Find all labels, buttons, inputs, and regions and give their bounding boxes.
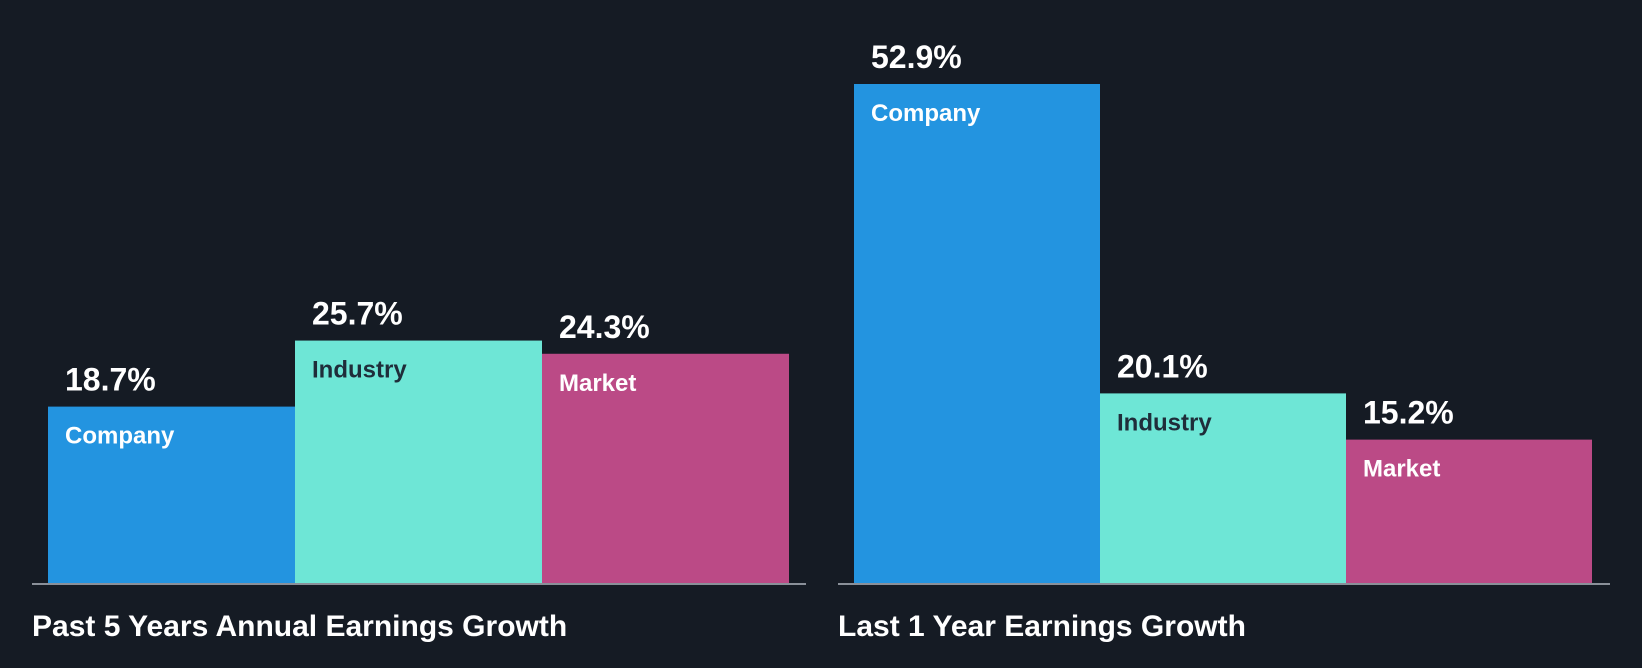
category-label-last-1-year-industry: Industry (1117, 409, 1212, 436)
value-label-past-5-years-market: 24.3% (559, 309, 650, 345)
bar-last-1-year-market (1346, 439, 1592, 583)
bars-last-1-year: 52.9% Company 20.1% Industry 15.2% Market (854, 39, 1592, 583)
category-label-last-1-year-company: Company (871, 100, 981, 127)
category-label-past-5-years-company: Company (65, 423, 175, 450)
bar-last-1-year-company (854, 84, 1100, 583)
value-label-last-1-year-market: 15.2% (1363, 395, 1454, 431)
bar-past-5-years-market (542, 353, 789, 583)
value-label-past-5-years-industry: 25.7% (312, 296, 403, 332)
bars-past-5-years: 18.7% Company 25.7% Industry 24.3% Market (48, 296, 789, 583)
category-label-past-5-years-market: Market (559, 370, 636, 397)
panel-past-5-years: 18.7% Company 25.7% Industry 24.3% Market Pas… (32, 296, 806, 643)
chart-title-last-1-year: Last 1 Year Earnings Growth (838, 610, 1246, 643)
category-label-past-5-years-industry: Industry (312, 357, 407, 384)
bar-past-5-years-company (48, 406, 295, 583)
chart-title-past-5-years: Past 5 Years Annual Earnings Growth (32, 610, 567, 643)
category-label-last-1-year-market: Market (1363, 456, 1440, 483)
value-label-last-1-year-company: 52.9% (871, 39, 962, 75)
value-label-last-1-year-industry: 20.1% (1117, 348, 1208, 384)
bar-past-5-years-industry (295, 340, 542, 583)
panel-last-1-year: 52.9% Company 20.1% Industry 15.2% Market Las… (838, 39, 1610, 643)
bar-last-1-year-industry (1100, 393, 1346, 583)
value-label-past-5-years-company: 18.7% (65, 362, 156, 398)
